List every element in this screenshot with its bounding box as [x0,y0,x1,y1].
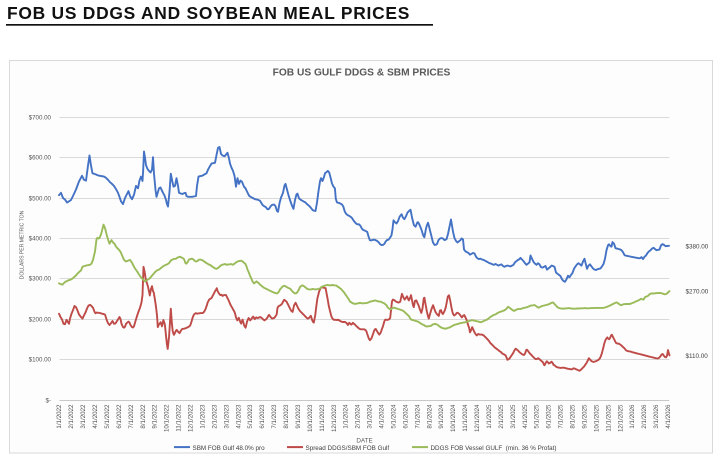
svg-text:12/1/2022: 12/1/2022 [188,404,195,432]
svg-text:10/1/2025: 10/1/2025 [593,404,600,432]
svg-text:12/1/2023: 12/1/2023 [331,404,338,432]
svg-text:9/1/2022: 9/1/2022 [152,404,159,429]
svg-text:7/1/2025: 7/1/2025 [558,404,565,429]
svg-text:7/1/2023: 7/1/2023 [271,404,278,429]
svg-text:6/1/2023: 6/1/2023 [259,404,266,429]
svg-text:3/1/2022: 3/1/2022 [80,404,87,429]
svg-text:4/1/2022: 4/1/2022 [92,404,99,429]
svg-text:8/1/2025: 8/1/2025 [570,404,577,429]
svg-text:10/1/2024: 10/1/2024 [450,404,457,432]
svg-text:5/1/2025: 5/1/2025 [534,404,541,429]
svg-text:4/1/2025: 4/1/2025 [522,404,529,429]
svg-text:$270.00: $270.00 [686,288,709,295]
svg-text:FOB US GULF DDGS & SBM PRICES: FOB US GULF DDGS & SBM PRICES [273,68,451,79]
svg-text:8/1/2023: 8/1/2023 [283,404,290,429]
svg-text:9/1/2023: 9/1/2023 [295,404,302,429]
svg-text:3/1/2023: 3/1/2023 [223,404,230,429]
svg-text:DOLLARS PER METRIC TON: DOLLARS PER METRIC TON [20,210,26,279]
svg-text:4/1/2023: 4/1/2023 [235,404,242,429]
svg-text:2/1/2022: 2/1/2022 [68,404,75,429]
svg-text:9/1/2024: 9/1/2024 [438,404,445,429]
svg-text:3/1/2025: 3/1/2025 [510,404,517,429]
svg-text:3/1/2024: 3/1/2024 [367,404,374,429]
svg-text:2/1/2024: 2/1/2024 [355,404,362,429]
svg-text:4/1/2024: 4/1/2024 [379,404,386,429]
svg-text:Spread DDGS/SBM FOB Gulf: Spread DDGS/SBM FOB Gulf [306,445,390,452]
svg-text:SBM FOB Gulf 48.0% pro: SBM FOB Gulf 48.0% pro [193,445,266,452]
svg-text:$300.00: $300.00 [29,276,52,283]
svg-text:7/1/2022: 7/1/2022 [128,404,135,429]
svg-text:1/1/2026: 1/1/2026 [629,404,636,429]
svg-text:8/1/2022: 8/1/2022 [140,404,147,429]
svg-text:10/1/2022: 10/1/2022 [164,404,171,432]
svg-text:5/1/2023: 5/1/2023 [247,404,254,429]
svg-text:2/1/2023: 2/1/2023 [211,404,218,429]
svg-text:10/1/2023: 10/1/2023 [307,404,314,432]
svg-text:7/1/2024: 7/1/2024 [414,404,421,429]
svg-text:6/1/2024: 6/1/2024 [402,404,409,429]
svg-text:11/1/2022: 11/1/2022 [176,404,183,432]
svg-text:DDGS FOB Vessel GULF (min. 36: DDGS FOB Vessel GULF (min. 36 % Profat) [431,445,557,452]
svg-text:11/1/2025: 11/1/2025 [605,404,612,432]
svg-text:$700.00: $700.00 [29,115,52,122]
svg-text:3/1/2026: 3/1/2026 [653,404,660,429]
svg-text:$400.00: $400.00 [29,236,52,243]
svg-text:12/1/2024: 12/1/2024 [474,404,481,432]
svg-text:$380.00: $380.00 [686,243,709,250]
svg-text:1/1/2023: 1/1/2023 [199,404,206,429]
svg-text:9/1/2025: 9/1/2025 [581,404,588,429]
svg-text:FOB US DDGS AND SOYBEAN MEAL P: FOB US DDGS AND SOYBEAN MEAL PRICES [7,3,410,23]
svg-text:8/1/2024: 8/1/2024 [426,404,433,429]
svg-text:$100.00: $100.00 [29,357,52,364]
svg-text:$600.00: $600.00 [29,155,52,162]
svg-text:2/1/2026: 2/1/2026 [641,404,648,429]
svg-text:1/1/2022: 1/1/2022 [56,404,63,429]
svg-text:2/1/2025: 2/1/2025 [498,404,505,429]
svg-text:$-: $- [45,397,51,404]
svg-text:1/1/2024: 1/1/2024 [343,404,350,429]
svg-text:$110.00: $110.00 [686,353,709,360]
svg-text:DATE: DATE [356,438,372,445]
svg-text:5/1/2024: 5/1/2024 [390,404,397,429]
svg-text:$200.00: $200.00 [29,317,52,324]
svg-text:1/1/2025: 1/1/2025 [486,404,493,429]
svg-text:11/1/2023: 11/1/2023 [319,404,326,432]
svg-text:$500.00: $500.00 [29,196,52,203]
svg-text:5/1/2022: 5/1/2022 [104,404,111,429]
svg-text:11/1/2024: 11/1/2024 [462,404,469,432]
svg-text:4/1/2026: 4/1/2026 [665,404,672,429]
svg-text:12/1/2025: 12/1/2025 [617,404,624,432]
svg-text:6/1/2025: 6/1/2025 [546,404,553,429]
svg-text:6/1/2022: 6/1/2022 [116,404,123,429]
